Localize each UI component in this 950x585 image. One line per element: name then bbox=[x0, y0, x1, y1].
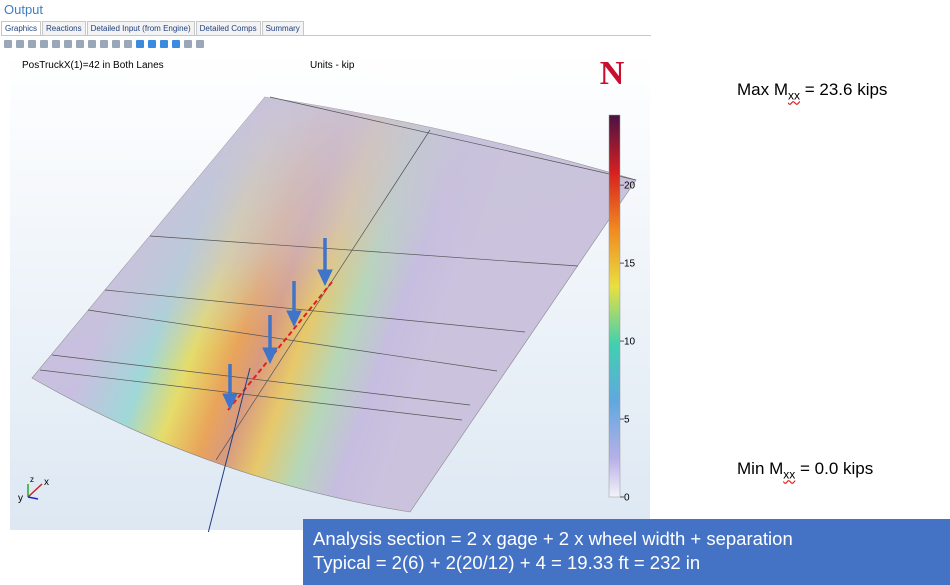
max-note: Max Mxx = 23.6 kips bbox=[737, 80, 887, 102]
triad-label: y bbox=[18, 493, 23, 504]
colorbar-label: 20 bbox=[624, 181, 636, 192]
colorbar-label: 5 bbox=[624, 415, 630, 426]
note-value: = 0.0 kips bbox=[800, 459, 873, 478]
colorbar-label: 15 bbox=[624, 259, 636, 270]
note-value: = 23.6 kips bbox=[805, 80, 888, 99]
graphics-view: PosTruckX(1)=42 in Both Lanes Units - ki… bbox=[0, 0, 652, 532]
note-subscript: xx bbox=[783, 467, 795, 481]
units: Units - kip bbox=[310, 60, 355, 71]
callout-box: Analysis section = 2 x gage + 2 x wheel … bbox=[303, 519, 950, 585]
page: Output GraphicsReactionsDetailed Input (… bbox=[0, 0, 950, 585]
colorbar-label: 0 bbox=[624, 493, 630, 504]
triad-label: z bbox=[30, 475, 34, 484]
load-case: PosTruckX(1)=42 in Both Lanes bbox=[22, 60, 164, 71]
note-label: Max M bbox=[737, 80, 788, 99]
logo: N bbox=[600, 55, 625, 92]
triad-label: x bbox=[44, 477, 49, 488]
callout-line: Typical = 2(6) + 2(20/12) + 4 = 19.33 ft… bbox=[313, 551, 950, 575]
colorbar bbox=[609, 115, 620, 497]
min-note: Min Mxx = 0.0 kips bbox=[737, 459, 873, 481]
note-subscript: xx bbox=[788, 88, 800, 102]
colorbar-label: 10 bbox=[624, 337, 636, 348]
note-label: Min M bbox=[737, 459, 783, 478]
callout-line: Analysis section = 2 x gage + 2 x wheel … bbox=[313, 527, 950, 551]
